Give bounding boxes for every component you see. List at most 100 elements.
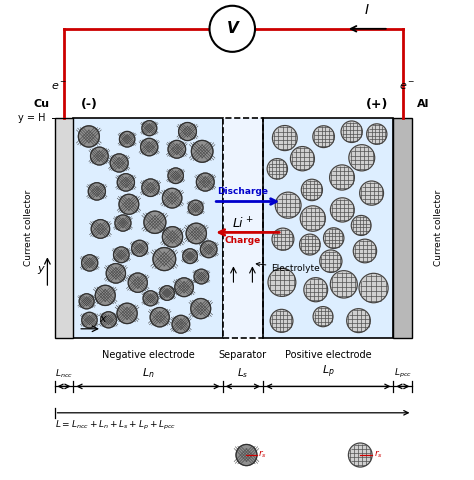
- Circle shape: [114, 247, 129, 263]
- Circle shape: [133, 241, 146, 255]
- Circle shape: [275, 192, 301, 218]
- Text: Current collector: Current collector: [434, 190, 443, 266]
- Circle shape: [198, 174, 213, 190]
- Circle shape: [82, 256, 97, 270]
- Circle shape: [82, 255, 98, 271]
- Circle shape: [176, 279, 192, 296]
- Circle shape: [160, 286, 174, 300]
- Circle shape: [300, 206, 325, 231]
- Circle shape: [183, 250, 197, 263]
- Circle shape: [323, 228, 344, 249]
- Circle shape: [100, 312, 117, 328]
- Circle shape: [187, 225, 205, 242]
- Circle shape: [301, 179, 322, 201]
- Circle shape: [349, 144, 375, 171]
- Circle shape: [161, 287, 173, 300]
- Circle shape: [120, 132, 134, 146]
- Circle shape: [142, 139, 157, 155]
- Text: Charge: Charge: [225, 236, 261, 245]
- Circle shape: [180, 123, 195, 140]
- Circle shape: [106, 264, 126, 283]
- Circle shape: [175, 278, 193, 297]
- Circle shape: [79, 294, 94, 309]
- Circle shape: [80, 295, 93, 308]
- Circle shape: [163, 188, 182, 208]
- Circle shape: [195, 270, 208, 283]
- Circle shape: [164, 190, 181, 207]
- Circle shape: [351, 216, 371, 236]
- Circle shape: [173, 316, 189, 332]
- Text: Al: Al: [417, 99, 429, 109]
- Bar: [223, 118, 263, 338]
- Text: $L_p$: $L_p$: [322, 363, 335, 380]
- Text: $L_n$: $L_n$: [142, 366, 155, 380]
- Circle shape: [95, 285, 115, 305]
- Circle shape: [88, 183, 105, 200]
- Circle shape: [313, 307, 333, 327]
- Circle shape: [201, 241, 217, 258]
- Circle shape: [191, 299, 210, 319]
- Text: $e^-$: $e^-$: [400, 81, 416, 92]
- Text: Cu: Cu: [34, 99, 50, 109]
- Circle shape: [120, 195, 137, 213]
- Circle shape: [115, 215, 131, 231]
- Text: x: x: [100, 314, 106, 324]
- Circle shape: [110, 154, 128, 172]
- Circle shape: [267, 158, 288, 179]
- Circle shape: [150, 308, 169, 327]
- Bar: [55, 118, 73, 338]
- Text: Current collector: Current collector: [24, 190, 33, 266]
- Circle shape: [144, 292, 157, 305]
- Circle shape: [169, 142, 184, 157]
- Circle shape: [186, 223, 206, 244]
- Text: $L_{pcc}$: $L_{pcc}$: [394, 367, 412, 380]
- Circle shape: [117, 303, 137, 324]
- Circle shape: [329, 165, 355, 190]
- Circle shape: [91, 147, 108, 165]
- Circle shape: [237, 446, 255, 464]
- Circle shape: [330, 198, 354, 222]
- Circle shape: [169, 169, 182, 182]
- Circle shape: [194, 269, 209, 284]
- Circle shape: [89, 184, 104, 199]
- Circle shape: [151, 309, 168, 326]
- Circle shape: [346, 309, 370, 333]
- Circle shape: [191, 141, 213, 162]
- Text: Discharge: Discharge: [218, 187, 268, 196]
- Text: $L_s$: $L_s$: [237, 366, 249, 380]
- Circle shape: [82, 312, 97, 328]
- Circle shape: [91, 220, 109, 238]
- Circle shape: [119, 132, 135, 147]
- Text: (+): (+): [366, 97, 389, 111]
- Circle shape: [330, 271, 357, 298]
- Text: Separator: Separator: [219, 350, 267, 360]
- Circle shape: [116, 216, 130, 230]
- Circle shape: [341, 121, 362, 143]
- Circle shape: [91, 148, 107, 164]
- Circle shape: [143, 291, 158, 306]
- Text: $r_s$: $r_s$: [374, 448, 383, 460]
- Circle shape: [359, 273, 388, 303]
- Circle shape: [143, 121, 156, 135]
- Circle shape: [118, 304, 136, 323]
- Circle shape: [114, 248, 128, 262]
- Text: $e^-$: $e^-$: [51, 81, 67, 92]
- Circle shape: [144, 211, 166, 233]
- Circle shape: [129, 274, 146, 291]
- Circle shape: [132, 240, 147, 256]
- Circle shape: [196, 173, 214, 191]
- Circle shape: [360, 181, 383, 205]
- Text: Electrolyte: Electrolyte: [256, 263, 320, 273]
- Circle shape: [304, 277, 328, 302]
- Circle shape: [142, 179, 159, 196]
- Text: $Li^+$: $Li^+$: [232, 216, 254, 231]
- Circle shape: [155, 249, 174, 269]
- Bar: [263, 118, 393, 338]
- Circle shape: [348, 443, 372, 467]
- Circle shape: [117, 174, 135, 191]
- Circle shape: [163, 227, 182, 247]
- Circle shape: [210, 6, 255, 52]
- Text: y = H: y = H: [18, 113, 45, 122]
- Circle shape: [82, 313, 96, 327]
- Text: $L_{ncc}$: $L_{ncc}$: [55, 367, 73, 380]
